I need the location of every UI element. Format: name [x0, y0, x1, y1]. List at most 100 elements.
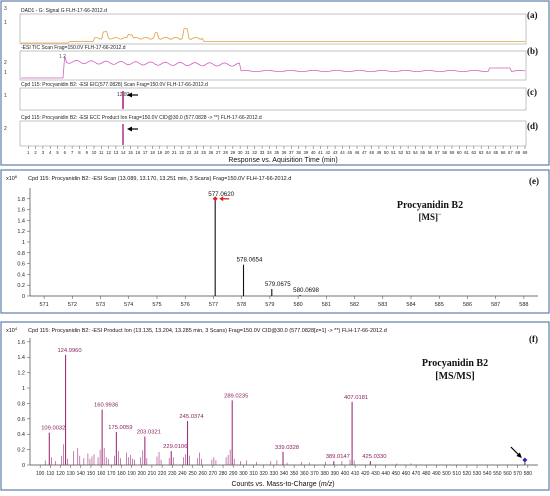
tic-x-tick-label: 14: [121, 150, 126, 155]
panel-f-scale: x104: [6, 326, 18, 334]
ms-panel-e: x106 Cpd 115: Procyanidin B2: -ESI Scan …: [0, 169, 550, 314]
x-tick-label: 170: [107, 471, 116, 477]
x-tick-label: 190: [127, 471, 136, 477]
panel-b-ytick-1: 1: [4, 70, 7, 76]
tic-x-tick-label: 28: [223, 150, 228, 155]
panel-e-label: (e): [529, 176, 539, 186]
y-tick-label: 1.6: [17, 340, 25, 346]
y-tick-label: 0: [22, 463, 25, 469]
x-tick-label: 360: [300, 471, 309, 477]
panel-f-annotation: Procyanidin B2: [422, 358, 488, 369]
x-tick-label: 330: [270, 471, 279, 477]
y-tick-label: 1: [22, 240, 25, 246]
panel-a-scale: 3: [4, 6, 7, 12]
x-tick-label: 430: [371, 471, 380, 477]
x-tick-label: 575: [152, 302, 161, 308]
peak-label: 578.0654: [237, 257, 263, 264]
tic-x-tick-label: 68: [515, 150, 520, 155]
x-tick-label: 400: [341, 471, 350, 477]
tic-x-tick-label: 5: [56, 150, 59, 155]
tic-x-tick-label: 63: [479, 150, 484, 155]
tic-x-tick-label: 7: [71, 150, 74, 155]
x-tick-label: 587: [491, 302, 500, 308]
x-tick-label: 550: [493, 471, 502, 477]
tic-x-tick-label: 26: [209, 150, 214, 155]
tic-x-tick-label: 57: [435, 150, 440, 155]
tic-panel-d: Cpd 115: Procyanidin B2: -ESI ECC Produc…: [4, 115, 538, 147]
y-tick-label: 1.2: [17, 229, 25, 235]
y-tick-label: 1: [22, 386, 25, 392]
peak-label: 580.0698: [293, 287, 319, 294]
x-tick-label: 140: [77, 471, 86, 477]
tic-x-tick-label: 45: [347, 150, 352, 155]
x-tick-label: 510: [453, 471, 462, 477]
x-tick-label: 240: [178, 471, 187, 477]
msms-panel-f: x104 Cpd 115: Procyanidin B2: -ESI Produ…: [0, 321, 550, 491]
x-tick-label: 300: [239, 471, 248, 477]
peak-label: 175.0059: [108, 425, 132, 431]
tic-frame: [0, 0, 550, 166]
y-tick-label: 1.8: [17, 197, 25, 203]
panel-c-label: (c): [527, 87, 537, 97]
tic-x-tick-label: 1: [27, 150, 30, 155]
tic-x-tick-label: 19: [157, 150, 162, 155]
peak-label: 229.0106: [163, 444, 187, 450]
x-tick-label: 500: [442, 471, 451, 477]
panel-e-scale: x106: [6, 174, 18, 182]
tic-x-tick-label: 3: [42, 150, 45, 155]
x-tick-label: 200: [138, 471, 147, 477]
x-tick-label: 586: [463, 302, 472, 308]
x-tick-label: 574: [124, 302, 133, 308]
x-tick-label: 130: [66, 471, 75, 477]
x-tick-label: 270: [209, 471, 218, 477]
x-tick-label: 230: [168, 471, 177, 477]
panel-e-annotation-ms: [MS]−: [419, 212, 443, 222]
panel-f-frame: [0, 321, 550, 491]
x-tick-label: 260: [199, 471, 208, 477]
tic-x-tick-label: 35: [274, 150, 279, 155]
peak-label: 124.9960: [57, 348, 81, 354]
peak-label: 289.0235: [224, 393, 248, 399]
y-tick-label: 0.4: [17, 432, 25, 438]
tic-x-tick-label: 48: [369, 150, 374, 155]
tic-x-tick-label: 46: [355, 150, 360, 155]
x-tick-label: 310: [249, 471, 258, 477]
tic-x-tick-label: 64: [486, 150, 491, 155]
peak-label: 579.0675: [265, 281, 291, 288]
tic-x-tick-label: 58: [442, 150, 447, 155]
panel-c-peak-label: 12.82: [117, 92, 130, 98]
panel-d-label: (d): [527, 121, 538, 131]
y-tick-label: 1.2: [17, 371, 25, 377]
panel-b-label: (b): [527, 46, 538, 56]
panel-d-arrow: [127, 126, 138, 132]
x-tick-label: 390: [331, 471, 340, 477]
tic-xlabel: Response vs. Aquisition Time (min): [228, 157, 337, 164]
peak-label: 203.0321: [137, 430, 161, 436]
x-tick-label: 180: [117, 471, 126, 477]
x-tick-label: 578: [237, 302, 246, 308]
peak-label: 339.0328: [275, 445, 299, 451]
x-tick-label: 588: [519, 302, 528, 308]
x-tick-label: 540: [483, 471, 492, 477]
x-tick-label: 579: [265, 302, 274, 308]
tic-x-tick-label: 53: [406, 150, 411, 155]
tic-x-tick-label: 8: [78, 150, 81, 155]
precursor-arrow-head: [516, 452, 522, 458]
panel-d-box: [19, 120, 527, 147]
x-tick-label: 450: [392, 471, 401, 477]
tic-x-tick-label: 31: [245, 150, 250, 155]
x-tick-label: 571: [40, 302, 49, 308]
x-tick-label: 250: [188, 471, 197, 477]
tic-x-tick-label: 18: [150, 150, 155, 155]
peak-label: 109.0032: [41, 426, 65, 432]
tic-x-tick-label: 10: [92, 150, 97, 155]
panel-a-ytick: 1: [4, 20, 7, 26]
x-tick-label: 573: [96, 302, 105, 308]
panel-e-plot: 0 0.2 0.4 0.6 0.8 1 1.2 1.4 1.6 1.8 571 572 573 574 57…: [17, 188, 538, 308]
tic-x-tick-label: 38: [296, 150, 301, 155]
y-tick-label: 0.2: [17, 283, 25, 289]
tic-x-tick-label: 13: [114, 150, 119, 155]
tic-panel-c: Cpd 115: Procyanidin B2: -ESI EIC(577.08…: [4, 82, 537, 111]
